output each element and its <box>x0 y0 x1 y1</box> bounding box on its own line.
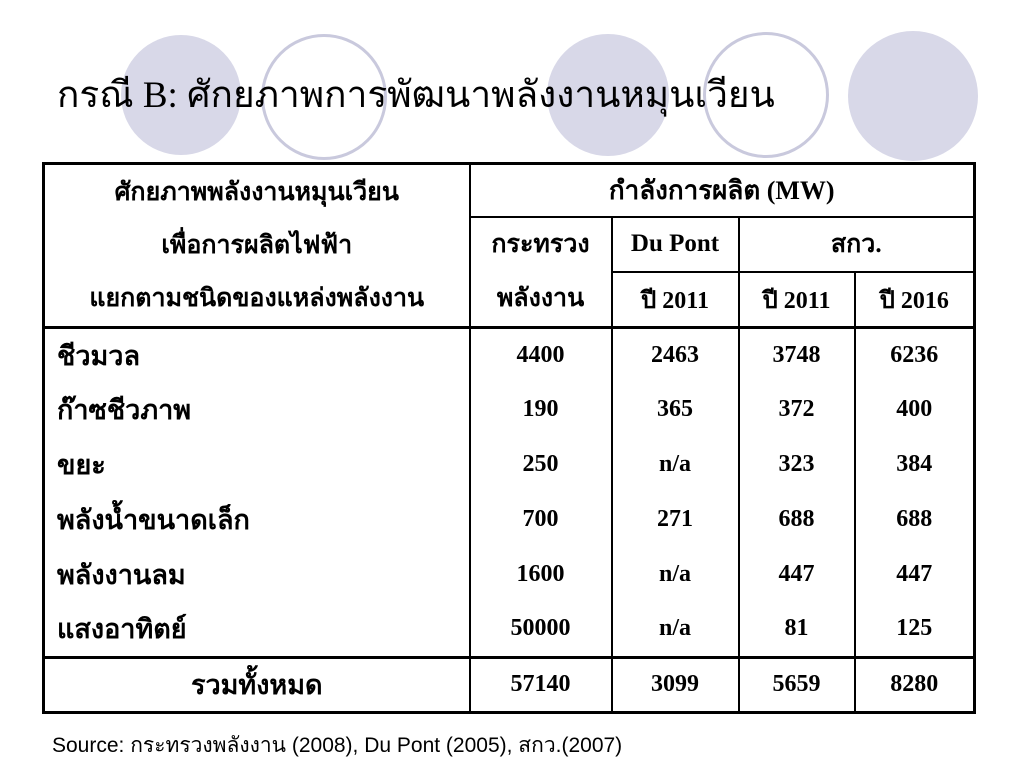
cell-value: 688 <box>853 492 976 547</box>
cell-value: 6236 <box>853 327 976 382</box>
decorative-circle-filled <box>848 31 978 161</box>
decorative-circle-outlined <box>703 32 829 158</box>
decorative-circle-filled <box>547 34 669 156</box>
ministry-line: กระทรวง <box>491 230 590 258</box>
row-label: ก๊าซชีวภาพ <box>42 382 471 437</box>
cell-value: 384 <box>853 437 976 492</box>
cell-value: 400 <box>853 382 976 437</box>
row-label: ขยะ <box>42 437 471 492</box>
decorative-circle-filled <box>121 35 241 155</box>
table-row: พลังน้ำขนาดเล็ก 700 271 688 688 <box>42 492 976 547</box>
total-value: 5659 <box>737 655 856 713</box>
cell-value: 2463 <box>610 327 740 382</box>
cell-value: 271 <box>610 492 740 547</box>
table-row: ก๊าซชีวภาพ 190 365 372 400 <box>42 382 976 437</box>
cell-value: 125 <box>853 602 976 657</box>
cell-value: n/a <box>610 547 740 602</box>
cell-value: 372 <box>737 382 856 437</box>
col-header-trf: สกว. <box>737 215 976 273</box>
source-citation: Source: กระทรวงพลังงาน (2008), Du Pont (… <box>52 734 623 757</box>
cell-value: 250 <box>468 437 613 492</box>
row-label: ชีวมวล <box>42 327 471 382</box>
cell-value: 50000 <box>468 602 613 657</box>
total-value: 57140 <box>468 655 613 713</box>
row-label: แสงอาทิตย์ <box>42 602 471 657</box>
year-header: ปี 2016 <box>853 270 976 329</box>
cell-value: n/a <box>610 602 740 657</box>
cell-value: n/a <box>610 437 740 492</box>
col-header-dupont: Du Pont <box>610 215 740 273</box>
row-header-line: เพื่อการผลิตไฟฟ้า <box>161 231 353 259</box>
row-label: พลังงานลม <box>42 547 471 602</box>
cell-value: 688 <box>737 492 856 547</box>
col-header-ministry: กระทรวง พลังงาน <box>468 215 613 329</box>
table-row-header: ศักยภาพพลังงานหมุนเวียน เพื่อการผลิตไฟฟ้… <box>42 162 471 329</box>
cell-value: 447 <box>853 547 976 602</box>
table-row: พลังงานลม 1600 n/a 447 447 <box>42 547 976 602</box>
cell-value: 81 <box>737 602 856 657</box>
cell-value: 700 <box>468 492 613 547</box>
table-row: แสงอาทิตย์ 50000 n/a 81 125 <box>42 602 976 657</box>
cell-value: 1600 <box>468 547 613 602</box>
table-total-row: รวมทั้งหมด 57140 3099 5659 8280 <box>42 655 976 713</box>
cell-value: 365 <box>610 382 740 437</box>
cell-value: 3748 <box>737 327 856 382</box>
row-label: พลังน้ำขนาดเล็ก <box>42 492 471 547</box>
year-header: ปี 2011 <box>610 270 740 329</box>
ministry-line: พลังงาน <box>496 284 585 312</box>
row-header-line: แยกตามชนิดของแหล่งพลังงาน <box>89 284 425 312</box>
slide-title: กรณี B: ศักยภาพการพัฒนาพลังงานหมุนเวียน <box>57 75 775 116</box>
cell-value: 190 <box>468 382 613 437</box>
cell-value: 323 <box>737 437 856 492</box>
cell-value: 4400 <box>468 327 613 382</box>
row-header-line: ศักยภาพพลังงานหมุนเวียน <box>114 178 399 206</box>
cell-value: 447 <box>737 547 856 602</box>
table-row: ขยะ 250 n/a 323 384 <box>42 437 976 492</box>
capacity-header: กำลังการผลิต (MW) <box>468 162 976 218</box>
capacity-table: ศักยภาพพลังงานหมุนเวียน เพื่อการผลิตไฟฟ้… <box>42 162 976 714</box>
total-value: 8280 <box>853 655 976 713</box>
total-value: 3099 <box>610 655 740 713</box>
year-header: ปี 2011 <box>737 270 856 329</box>
table-row: ชีวมวล 4400 2463 3748 6236 <box>42 327 976 382</box>
decorative-circle-outlined <box>261 34 387 160</box>
total-label: รวมทั้งหมด <box>42 655 471 713</box>
